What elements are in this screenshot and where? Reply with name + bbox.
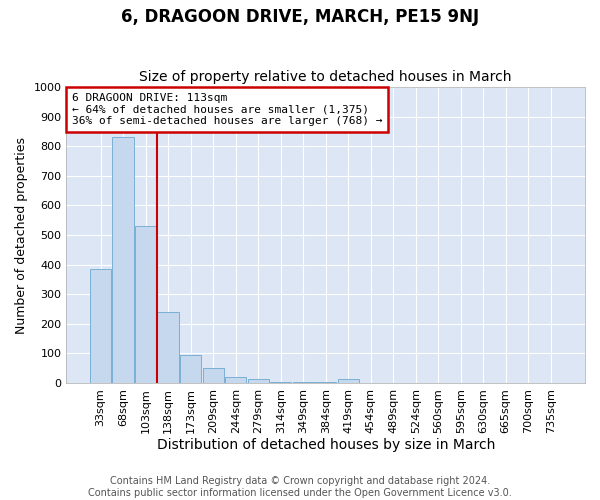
Title: Size of property relative to detached houses in March: Size of property relative to detached ho… bbox=[139, 70, 512, 85]
X-axis label: Distribution of detached houses by size in March: Distribution of detached houses by size … bbox=[157, 438, 495, 452]
Bar bbox=[338, 380, 359, 383]
Bar bbox=[112, 138, 134, 383]
Bar bbox=[225, 377, 247, 383]
Text: 6, DRAGOON DRIVE, MARCH, PE15 9NJ: 6, DRAGOON DRIVE, MARCH, PE15 9NJ bbox=[121, 8, 479, 26]
Y-axis label: Number of detached properties: Number of detached properties bbox=[15, 136, 28, 334]
Bar bbox=[270, 382, 292, 383]
Bar bbox=[248, 378, 269, 383]
Bar bbox=[157, 312, 179, 383]
Bar bbox=[293, 382, 314, 383]
Bar bbox=[203, 368, 224, 383]
Bar bbox=[180, 355, 202, 383]
Text: 6 DRAGOON DRIVE: 113sqm
← 64% of detached houses are smaller (1,375)
36% of semi: 6 DRAGOON DRIVE: 113sqm ← 64% of detache… bbox=[71, 93, 382, 126]
Text: Contains HM Land Registry data © Crown copyright and database right 2024.
Contai: Contains HM Land Registry data © Crown c… bbox=[88, 476, 512, 498]
Bar bbox=[315, 382, 337, 383]
Bar bbox=[135, 226, 157, 383]
Bar bbox=[90, 269, 112, 383]
